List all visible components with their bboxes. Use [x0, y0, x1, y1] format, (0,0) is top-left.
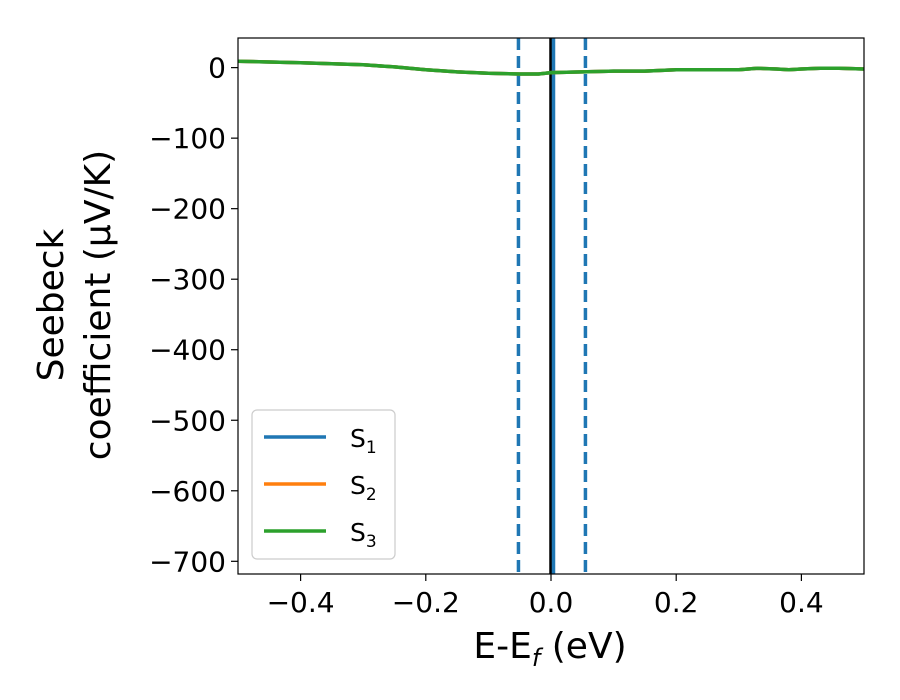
x-tick-label: 0.2 [654, 586, 699, 619]
y-axis-label: Seebeck coefficient (μV/K) [31, 150, 119, 460]
y-tick-label: −500 [149, 404, 226, 437]
x-tick-label: −0.4 [267, 586, 335, 619]
legend-label-1: S1 [350, 424, 377, 458]
y-tick-label: −300 [149, 263, 226, 296]
y-tick-label: −600 [149, 475, 226, 508]
y-tick-label: −100 [149, 122, 226, 155]
legend-label-3: S3 [350, 518, 377, 552]
y-axis-label-line1: Seebeck [31, 228, 72, 381]
y-tick-label: −200 [149, 193, 226, 226]
legend-label-2: S2 [350, 471, 377, 505]
plot-area [237, 38, 865, 574]
y-axis-label-line2: coefficient (μV/K) [78, 150, 119, 460]
series-line-3 [237, 59, 865, 76]
x-tick-label: 0.0 [529, 586, 574, 619]
x-axis-ticks: −0.4 −0.2 0.0 0.2 0.4 [267, 574, 824, 619]
x-axis-label: E-Ef (eV) [473, 626, 626, 672]
x-tick-label: −0.2 [392, 586, 460, 619]
y-tick-label: −700 [149, 545, 226, 578]
x-tick-label: 0.4 [779, 586, 824, 619]
y-axis-ticks: 0 −100 −200 −300 −400 −500 −600 −700 [149, 52, 238, 578]
y-tick-label: 0 [208, 52, 226, 85]
legend: S1 S2 S3 [251, 409, 396, 560]
y-tick-label: −400 [149, 334, 226, 367]
